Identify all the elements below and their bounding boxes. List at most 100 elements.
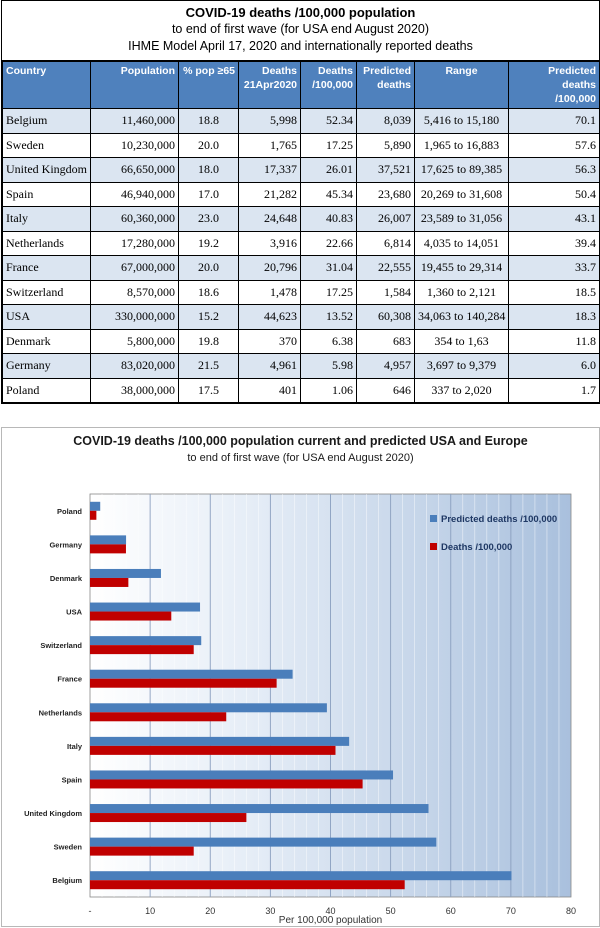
col-header-population: Population [90, 61, 179, 109]
table-cell-pred100: 18.3 [508, 304, 600, 330]
deaths-bar [90, 611, 172, 621]
table-cell-range: 1,965 to 16,883 [414, 132, 509, 158]
predicted-bar [90, 669, 293, 679]
table-cell-pop65: 19.8 [178, 328, 239, 354]
predicted-bar [90, 501, 101, 511]
table-cell-deaths: 17,337 [238, 157, 301, 183]
table-cell-pop65: 21.5 [178, 353, 239, 379]
table-cell-predicted: 22,555 [356, 255, 415, 281]
table-row: Spain 46,940,000 17.0 21,282 45.34 23,680 20,2… [2, 181, 600, 207]
table-cell-deaths: 1,478 [238, 279, 301, 305]
table-cell-pred100: 18.5 [508, 279, 600, 305]
table-cell-pred100: 6.0 [508, 353, 600, 379]
table-row: Denmark 5,800,000 19.8 370 6.38 683 354 to 1,6… [2, 328, 600, 354]
y-category-label: Spain [62, 775, 83, 784]
y-category-label: France [57, 675, 82, 684]
table-cell-predicted: 37,521 [356, 157, 415, 183]
col-header-deaths-per-100k: Deaths/100,000 [300, 61, 357, 109]
table-cell-population: 330,000,000 [90, 304, 179, 330]
table-cell-deaths: 3,916 [238, 230, 301, 256]
table-cell-deaths: 24,648 [238, 206, 301, 232]
table-row: USA 330,000,000 15.2 44,623 13.52 60,308 34,06… [2, 304, 600, 330]
x-tick-label: 60 [446, 906, 456, 916]
table-cell-deaths100: 26.01 [300, 157, 357, 183]
x-axis-label: Per 100,000 population [279, 915, 382, 926]
table-cell-deaths: 21,282 [238, 181, 301, 207]
deaths-bar [90, 813, 247, 823]
table-cell-population: 11,460,000 [90, 108, 179, 134]
table-row: Netherlands 17,280,000 19.2 3,916 22.66 6,814… [2, 230, 600, 256]
x-tick-label: - [89, 906, 92, 916]
table-cell-country: United Kingdom [2, 157, 91, 183]
y-category-label: United Kingdom [24, 809, 82, 818]
table-cell-predicted: 646 [356, 377, 415, 403]
deaths-bar [90, 846, 194, 856]
table-cell-pred100: 50.4 [508, 181, 600, 207]
chart-subtitle: to end of first wave (for USA end August… [187, 452, 414, 464]
table-cell-population: 60,360,000 [90, 206, 179, 232]
table-cell-country: Italy [2, 206, 91, 232]
table-cell-pop65: 18.6 [178, 279, 239, 305]
predicted-bar [90, 535, 127, 545]
table-cell-country: Netherlands [2, 230, 91, 256]
x-tick-label: 70 [506, 906, 516, 916]
col-header-range: Range [414, 61, 509, 109]
table-cell-pred100: 57.6 [508, 132, 600, 158]
table-cell-population: 46,940,000 [90, 181, 179, 207]
predicted-bar [90, 871, 512, 881]
table-subtitle-2: IHME Model April 17, 2020 and internatio… [128, 39, 473, 53]
table-cell-population: 83,020,000 [90, 353, 179, 379]
deaths-bar [90, 712, 227, 722]
table-cell-range: 34,063 to 140,284 [414, 304, 509, 330]
table-cell-population: 8,570,000 [90, 279, 179, 305]
deaths-bar [90, 577, 129, 587]
y-category-label: Poland [57, 507, 82, 516]
table-cell-deaths100: 13.52 [300, 304, 357, 330]
table-cell-pred100: 33.7 [508, 255, 600, 281]
table-cell-deaths: 44,623 [238, 304, 301, 330]
table-cell-country: Sweden [2, 132, 91, 158]
col-header-country: Country [2, 61, 91, 109]
predicted-bar [90, 770, 394, 780]
x-tick-label: 20 [205, 906, 215, 916]
table-cell-population: 10,230,000 [90, 132, 179, 158]
table-cell-predicted: 26,007 [356, 206, 415, 232]
table-cell-deaths100: 17.25 [300, 279, 357, 305]
table-cell-predicted: 23,680 [356, 181, 415, 207]
table-header: COVID-19 deaths /100,000 population to e… [2, 1, 599, 61]
chart-title: COVID-19 deaths /100,000 population curr… [73, 434, 528, 448]
table-cell-range: 5,416 to 15,180 [414, 108, 509, 134]
table-cell-deaths100: 52.34 [300, 108, 357, 134]
table-row: Switzerland 8,570,000 18.6 1,478 17.25 1,584 1… [2, 279, 600, 305]
predicted-bar [90, 837, 437, 847]
y-category-label: Belgium [52, 876, 82, 885]
data-table-panel: COVID-19 deaths /100,000 population to e… [1, 0, 600, 404]
table-cell-predicted: 4,957 [356, 353, 415, 379]
table-row: Germany 83,020,000 21.5 4,961 5.98 4,957 3,697… [2, 353, 600, 379]
deaths-table: Country Population % pop ≥65 Deaths 21Apr… [2, 61, 600, 403]
table-cell-range: 23,589 to 31,056 [414, 206, 509, 232]
table-cell-country: Switzerland [2, 279, 91, 305]
table-cell-country: USA [2, 304, 91, 330]
table-cell-range: 1,360 to 2,121 [414, 279, 509, 305]
table-cell-deaths: 5,998 [238, 108, 301, 134]
table-cell-deaths: 4,961 [238, 353, 301, 379]
bar-chart: - 10 20 30 40 50 60 70 80 Per 100,000 population P… [24, 493, 576, 926]
predicted-bar [90, 602, 201, 612]
table-cell-pop65: 20.0 [178, 255, 239, 281]
table-row: United Kingdom 66,650,000 18.0 17,337 26.01 3… [2, 157, 600, 183]
table-cell-population: 66,650,000 [90, 157, 179, 183]
table-cell-country: France [2, 255, 91, 281]
table-cell-deaths: 20,796 [238, 255, 301, 281]
col-header-predicted-per-100k: Predicted deaths/100,000 [508, 61, 600, 109]
table-cell-range: 4,035 to 14,051 [414, 230, 509, 256]
table-cell-pop65: 20.0 [178, 132, 239, 158]
table-cell-range: 354 to 1,63 [414, 328, 509, 354]
table-cell-population: 67,000,000 [90, 255, 179, 281]
deaths-bar [90, 779, 363, 789]
table-cell-predicted: 6,814 [356, 230, 415, 256]
y-category-label: Switzerland [40, 641, 82, 650]
legend-swatch-predicted [430, 515, 437, 522]
table-cell-country: Poland [2, 377, 91, 403]
predicted-bar [90, 703, 327, 713]
